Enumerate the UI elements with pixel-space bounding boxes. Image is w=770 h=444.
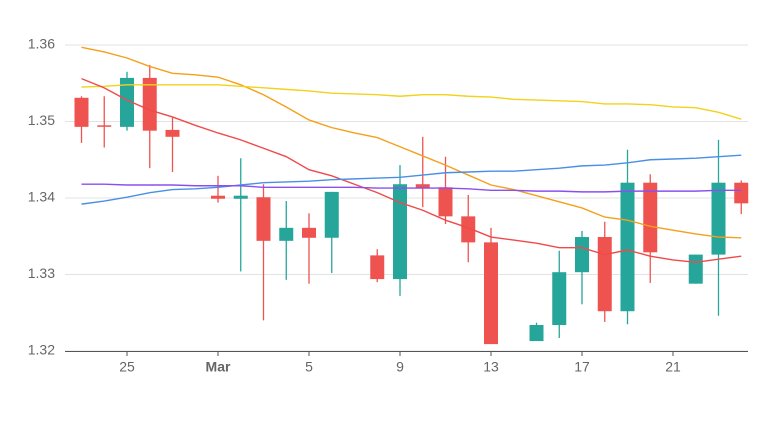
moving-average-line [81,78,742,263]
x-tick-label: 9 [396,359,404,375]
candle-body [438,187,453,217]
candle-body [461,216,476,243]
moving-average-line [81,183,742,193]
candle-body [370,255,385,280]
candle-body [484,242,498,345]
x-tick-label: 17 [574,359,590,375]
x-tick-label: 13 [483,359,499,375]
candle-body [575,237,589,273]
candle-body [393,184,407,280]
candle-body [643,182,658,253]
candle-body [734,182,749,204]
x-tick-label: Mar [206,359,231,375]
candle-body [233,195,248,199]
candle-body [142,77,157,131]
x-tick-label: 5 [305,359,313,375]
candle-body [97,125,112,127]
candle-body [74,97,89,127]
moving-average-line [81,154,742,205]
candle-body [597,237,612,312]
candle-body [711,182,726,255]
candle-body [120,77,134,127]
candle-body [688,254,703,284]
y-tick-label: 1.32 [28,342,55,358]
moving-average-line [81,46,742,239]
x-tick-label: 25 [119,359,135,375]
y-tick-label: 1.33 [28,265,55,281]
candle-body [165,129,180,137]
candle-body [529,324,544,342]
candle-body [324,191,339,238]
candle-body [279,227,294,241]
candle-body [302,227,316,238]
x-tick-label: 21 [665,359,681,375]
y-tick-label: 1.34 [28,189,55,205]
candle-body [620,182,635,312]
y-tick-label: 1.35 [28,112,55,128]
moving-average-line [81,84,742,120]
candle-body [552,272,567,325]
candle-body [211,195,225,199]
candle-body [415,184,430,189]
y-tick-label: 1.36 [28,36,55,52]
candle-body [256,197,271,241]
